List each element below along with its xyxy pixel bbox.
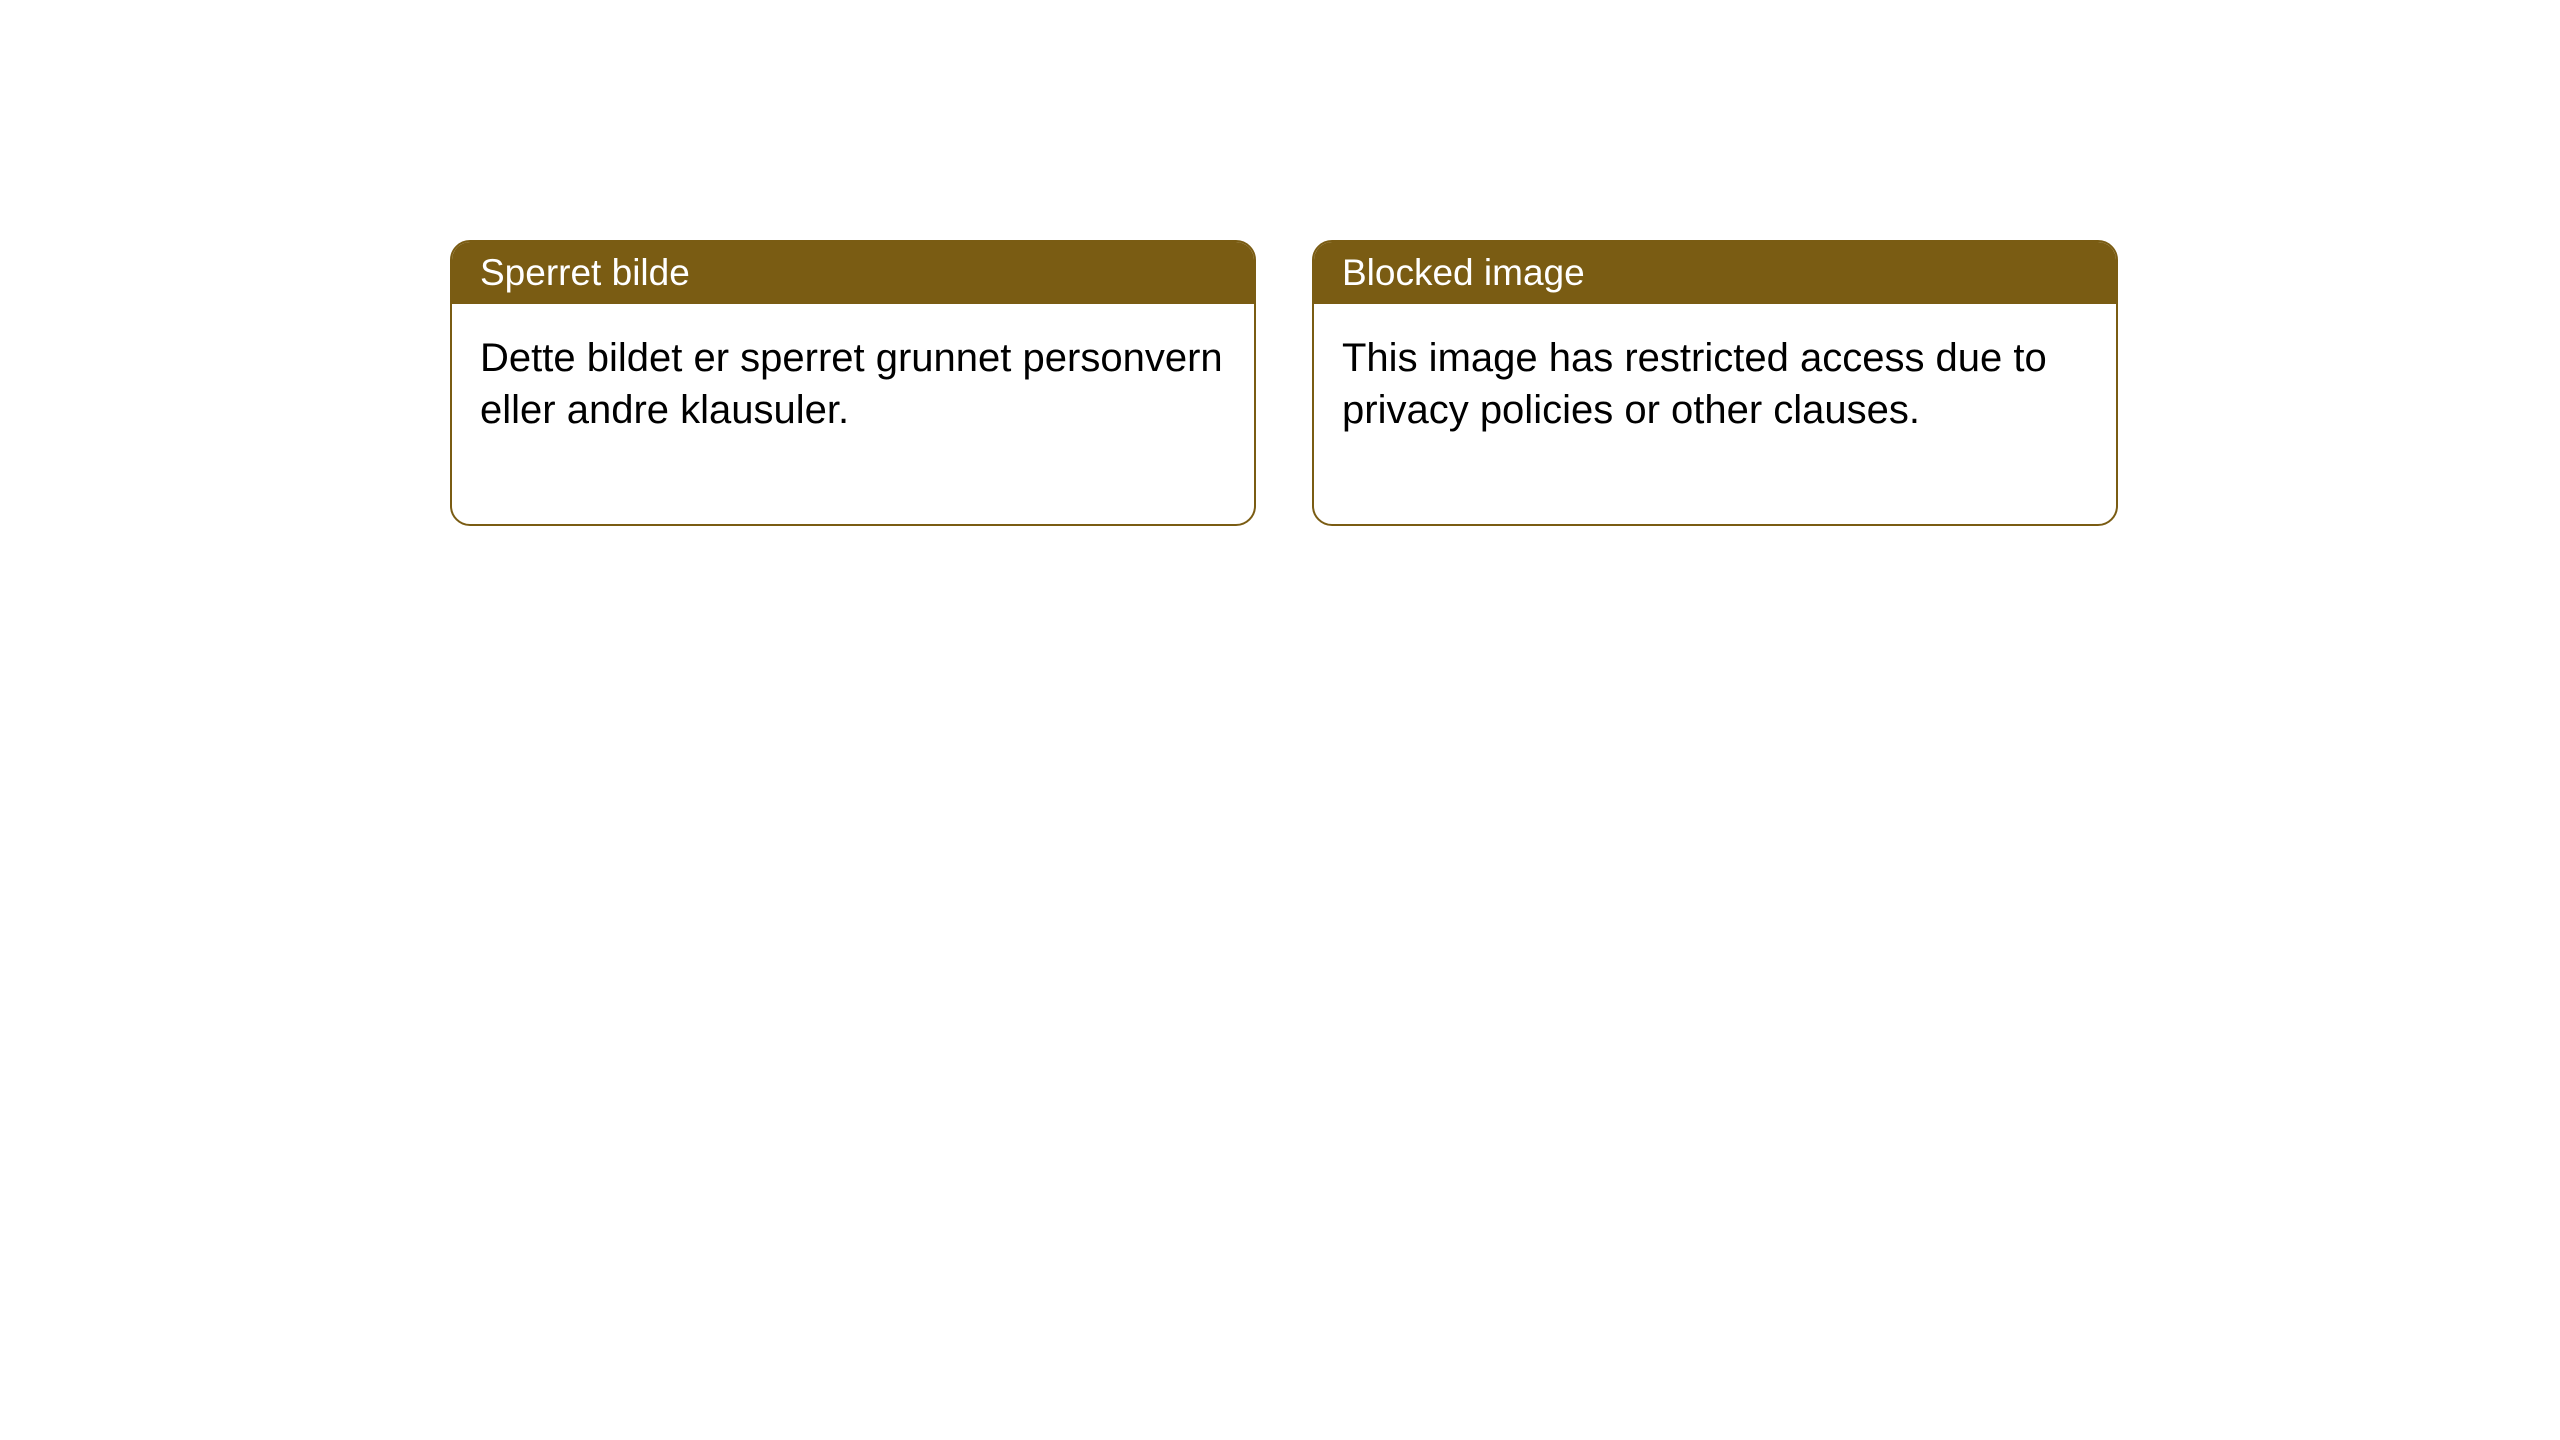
- notice-body: This image has restricted access due to …: [1314, 304, 2116, 524]
- notice-header: Blocked image: [1314, 242, 2116, 304]
- notice-body: Dette bildet er sperret grunnet personve…: [452, 304, 1254, 524]
- notice-container: Sperret bilde Dette bildet er sperret gr…: [0, 0, 2560, 526]
- notice-box-english: Blocked image This image has restricted …: [1312, 240, 2118, 526]
- notice-box-norwegian: Sperret bilde Dette bildet er sperret gr…: [450, 240, 1256, 526]
- notice-header: Sperret bilde: [452, 242, 1254, 304]
